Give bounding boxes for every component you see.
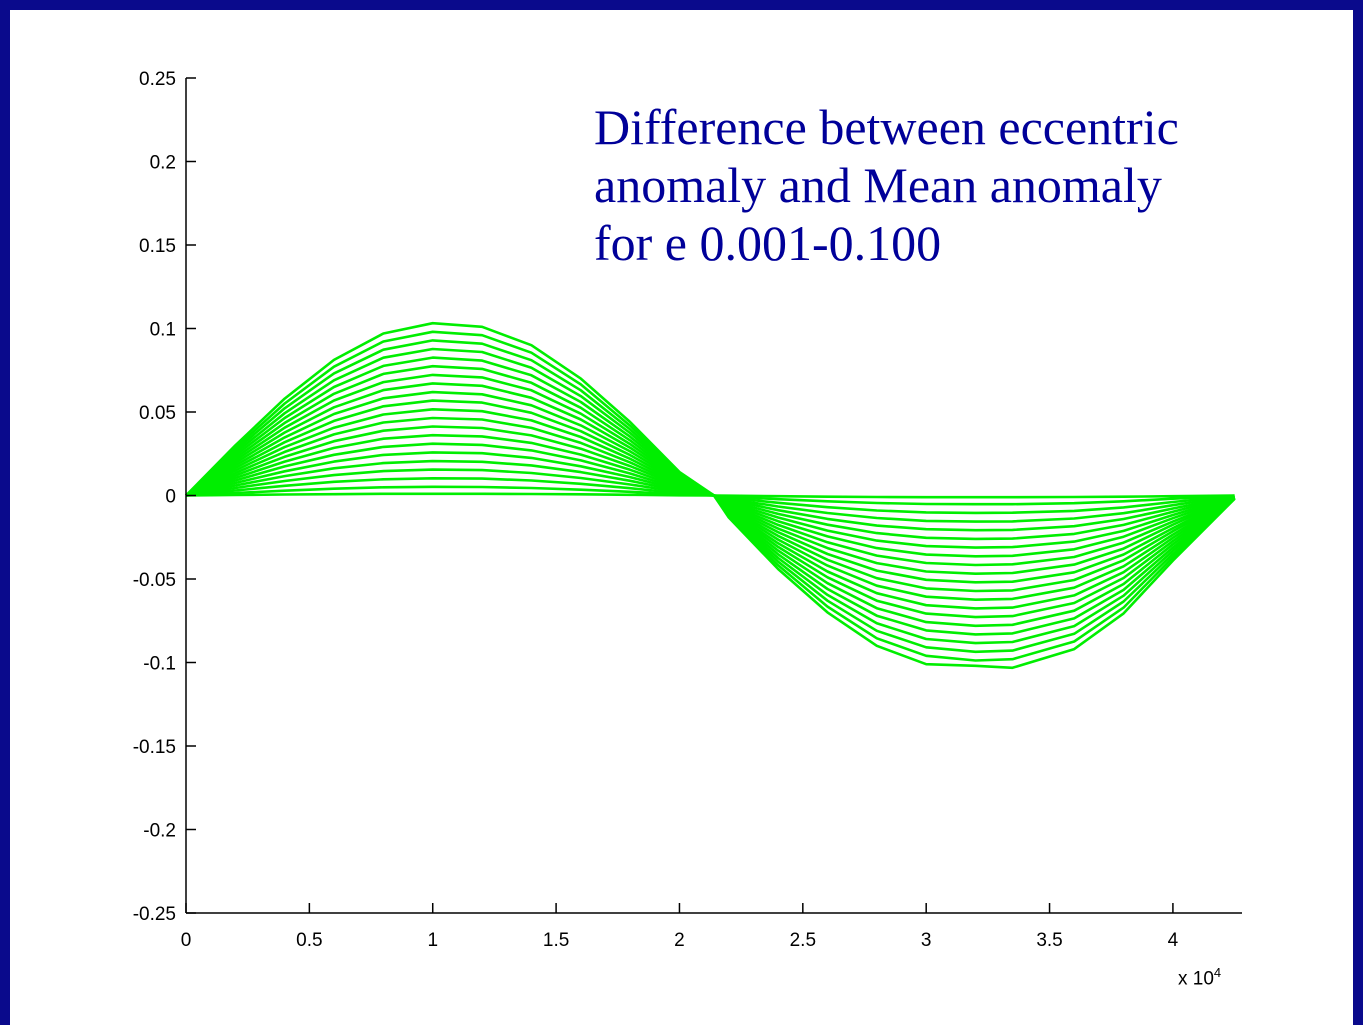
series-layer <box>185 321 1236 670</box>
x-tick-label: 2 <box>674 930 685 951</box>
y-tick-label: 0 <box>165 487 176 508</box>
chart-frame: 0.25 0.2 0.15 0.1 0.05 0 -0.05 -0.1 -0.15 -0.2 -0.… <box>10 10 1353 1025</box>
y-tick-label: 0.25 <box>139 69 176 90</box>
y-tick-label: -0.1 <box>143 654 176 675</box>
y-tick-label: -0.2 <box>143 821 176 842</box>
annotation-line: for e 0.001-0.100 <box>594 215 942 271</box>
y-tick-label: 0.1 <box>150 320 176 341</box>
chart-annotation: Difference between eccentric anomaly and… <box>594 98 1363 272</box>
y-tick-label: -0.15 <box>133 737 176 758</box>
axes-layer: 0.25 0.2 0.15 0.1 0.05 0 -0.05 -0.1 -0.15 -0.2 -0.… <box>133 69 1242 951</box>
x-axis-multiplier: x 104 <box>1178 965 1221 990</box>
x-tick-label: 1 <box>427 930 438 951</box>
y-tick-label: -0.25 <box>133 904 176 925</box>
x-tick-label: 2.5 <box>790 930 816 951</box>
y-tick-label: -0.05 <box>133 570 176 591</box>
x-tick-label: 3 <box>921 930 932 951</box>
line-chart: 0.25 0.2 0.15 0.1 0.05 0 -0.05 -0.1 -0.15 -0.2 -0.… <box>133 69 1242 951</box>
y-tick-label: 0.2 <box>150 153 176 174</box>
y-tick-label: 0.05 <box>139 403 176 424</box>
x-tick-label: 4 <box>1168 930 1179 951</box>
x-tick-label: 1.5 <box>543 930 569 951</box>
y-tick-label: 0.15 <box>139 236 176 257</box>
annotation-line: anomaly and Mean anomaly <box>594 157 1162 213</box>
x-multiplier-exponent: 4 <box>1213 965 1222 980</box>
x-tick-label: 0.5 <box>296 930 322 951</box>
series-line-21 <box>185 321 1236 670</box>
annotation-line: Difference between eccentric <box>594 99 1179 155</box>
x-tick-label: 3.5 <box>1036 930 1062 951</box>
x-tick-label: 0 <box>181 930 192 951</box>
x-multiplier-base: x 10 <box>1178 968 1214 990</box>
